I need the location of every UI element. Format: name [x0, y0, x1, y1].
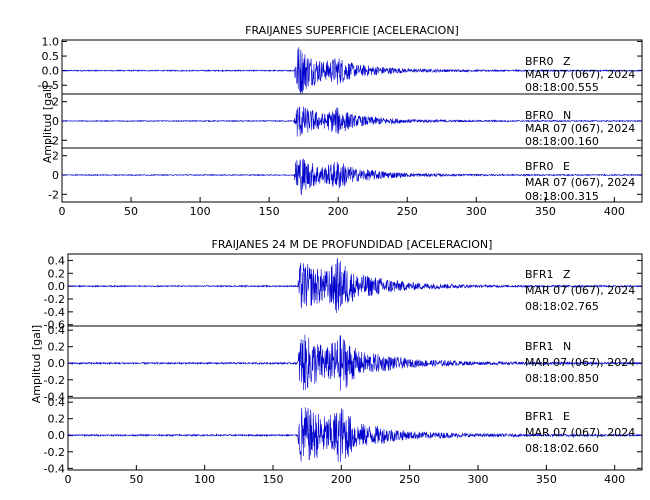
station-label: BFR0 [525, 109, 554, 122]
x-tick-label: 50 [124, 205, 138, 218]
panel-frame [67, 397, 643, 471]
time-label: 08:18:00.555 [525, 81, 599, 94]
y-tick-label: 0.0 [48, 357, 66, 370]
x-tick-label: 400 [604, 473, 625, 486]
figure-title: FRAIJANES 24 M DE PROFUNDIDAD [ACELERACI… [212, 238, 493, 251]
y-tick-label: 0 [52, 169, 59, 182]
y-axis-label: Amplitud [gal] [30, 325, 43, 403]
x-tick-label: 350 [535, 205, 556, 218]
y-tick-label: -2 [48, 188, 59, 201]
x-tick-label: 400 [604, 205, 625, 218]
time-label: 08:18:02.660 [525, 442, 599, 455]
y-tick-label: -0.2 [44, 446, 65, 459]
y-tick-label: -2 [48, 134, 59, 147]
y-tick-label: -0.5 [38, 79, 59, 92]
waveform-trace [67, 407, 643, 462]
y-tick-label: 0.2 [48, 341, 66, 354]
channel-panel: 1.00.50.0-0.5 BFR0 Z MAR 07 (067), 2024 … [38, 35, 643, 95]
y-tick-label: 0.5 [42, 50, 60, 63]
date-label: MAR 07 (067), 2024 [525, 356, 635, 369]
component-label: Z [563, 55, 571, 68]
waveform-trace [61, 106, 643, 137]
date-label: MAR 07 (067), 2024 [525, 176, 635, 189]
channel-panel: 0.4 0.2 0.0 -0.2 -0.4 BFR1 E MAR 07 (067), 2… [44, 396, 643, 475]
x-tick-label: 0 [65, 473, 72, 486]
y-tick-label: 0.4 [48, 324, 66, 337]
date-label: MAR 07 (067), 2024 [525, 426, 635, 439]
waveform-trace [67, 258, 643, 313]
channel-panel: 0.4 0.2 0.0 -0.2 -0.4 BFR1 N MAR 07 (067), 2… [44, 324, 643, 403]
x-tick-label: 50 [129, 473, 143, 486]
channel-panel: 0.40.20.0-0.2-0.4-0.6 BFR1 Z MAR 07 (067… [44, 253, 643, 332]
time-label: 08:18:00.315 [525, 190, 599, 203]
y-tick-label: 1.0 [42, 35, 60, 48]
y-tick-label: 0.2 [48, 413, 66, 426]
time-label: 08:18:02.765 [525, 300, 599, 313]
x-tick-label: 250 [399, 473, 420, 486]
x-tick-label: 200 [328, 205, 349, 218]
x-tick-label: 300 [466, 205, 487, 218]
date-label: MAR 07 (067), 2024 [525, 284, 635, 297]
time-label: 08:18:00.160 [525, 135, 599, 148]
station-label: BFR1 [525, 410, 554, 423]
x-tick-label: 0 [59, 205, 66, 218]
y-tick-label: 2 [52, 150, 59, 163]
x-tick-label: 200 [331, 473, 352, 486]
x-axis: 0 50 100 150 200 250 300 350 400 [59, 197, 625, 218]
y-tick-label: 0 [52, 115, 59, 128]
component-label: E [563, 160, 570, 173]
y-tick-label: -0.2 [44, 293, 65, 306]
time-label: 08:18:00.850 [525, 372, 599, 385]
x-tick-label: 350 [536, 473, 557, 486]
x-axis: 0 50 100 150 200 250 300 350 400 [65, 465, 625, 486]
x-tick-label: 100 [194, 473, 215, 486]
y-tick-label: -0.4 [44, 306, 65, 319]
component-label: E [563, 410, 570, 423]
y-tick-label: -0.2 [44, 374, 65, 387]
y-tick-label: 0.0 [42, 65, 60, 78]
x-tick-label: 300 [468, 473, 489, 486]
y-tick-label: 0.0 [48, 280, 66, 293]
waveform-trace [61, 47, 643, 95]
depth-acceleration-figure: FRAIJANES 24 M DE PROFUNDIDAD [ACELERACI… [30, 238, 643, 486]
y-tick-label: 2 [52, 96, 59, 109]
x-tick-label: 150 [263, 473, 284, 486]
y-axis-label: Amplitud [gal] [41, 85, 54, 163]
x-tick-label: 250 [397, 205, 418, 218]
channel-panel: 2 0 -2 BFR0 N MAR 07 (067), 2024 08:18:00.… [48, 93, 643, 149]
waveform-trace [67, 334, 643, 391]
component-label: N [563, 340, 571, 353]
y-tick-label: -0.4 [44, 462, 65, 475]
channel-panel: 2 0 -2 BFR0 E MAR 07 (067), 2024 08:18:00.… [48, 147, 643, 203]
y-tick-label: -0.4 [44, 390, 65, 403]
y-tick-label: -0.6 [44, 319, 65, 332]
station-label: BFR0 [525, 55, 554, 68]
component-label: Z [563, 268, 571, 281]
date-label: MAR 07 (067), 2024 [525, 68, 635, 81]
waveform-trace [61, 158, 643, 196]
y-tick-label: 0.2 [48, 267, 66, 280]
figure-title: FRAIJANES SUPERFICIE [ACELERACION] [245, 24, 459, 37]
x-tick-label: 150 [259, 205, 280, 218]
y-tick-label: 0.4 [48, 254, 66, 267]
station-label: BFR1 [525, 268, 554, 281]
y-tick-label: 0.0 [48, 429, 66, 442]
station-label: BFR0 [525, 160, 554, 173]
x-tick-label: 100 [190, 205, 211, 218]
component-label: N [563, 109, 571, 122]
date-label: MAR 07 (067), 2024 [525, 122, 635, 135]
surface-acceleration-figure: FRAIJANES SUPERFICIE [ACELERACION] Ampli… [38, 24, 643, 218]
station-label: BFR1 [525, 340, 554, 353]
y-tick-label: 0.4 [48, 396, 66, 409]
